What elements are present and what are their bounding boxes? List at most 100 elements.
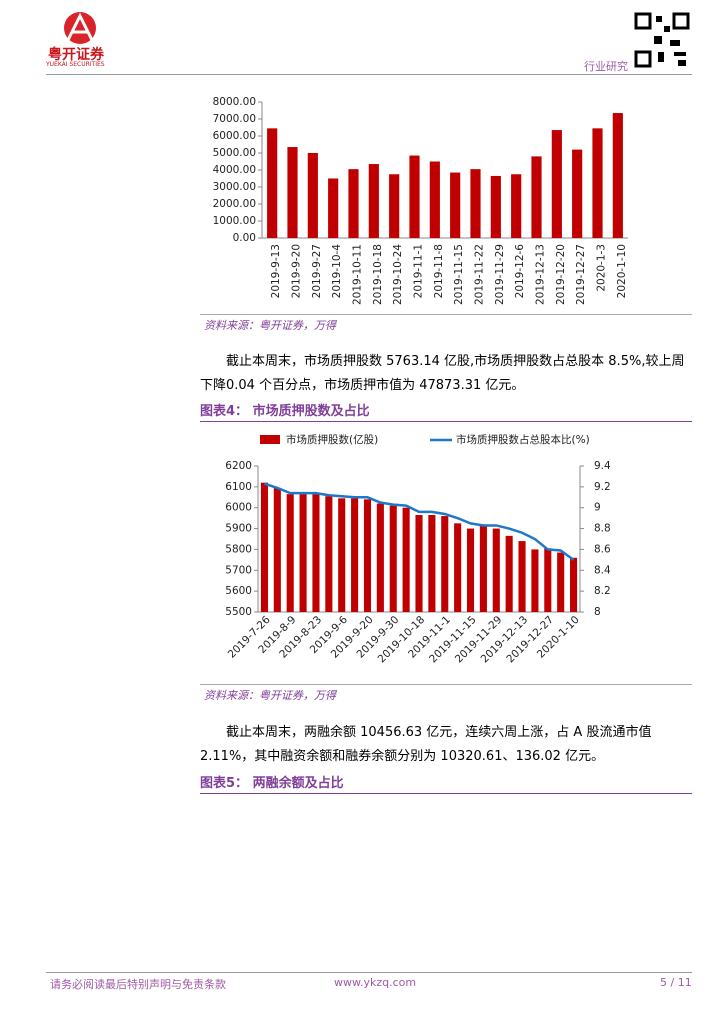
bar: [307, 153, 318, 238]
bar: [612, 113, 623, 238]
bar: [531, 549, 539, 612]
bar: [518, 541, 526, 612]
x-tick-label: 2019-10-11: [352, 244, 364, 305]
x-tick-label: 2020-1-3: [596, 244, 608, 292]
chart: 0.00 1000.00 2000.00 3000.00 4000.00 5000.00 6…: [213, 96, 628, 305]
bar: [570, 557, 578, 612]
qr-code: [634, 12, 690, 68]
bar: [351, 498, 359, 612]
y-tick-label: 5900: [225, 523, 252, 535]
x-tick-label: 2019-10-18: [372, 244, 384, 305]
bar: [551, 130, 562, 238]
bar: [490, 175, 501, 238]
bar: [328, 178, 339, 238]
bar: [299, 494, 307, 612]
chart: 5500 5600 5700 5800 5900 6000 6100 6200 8 8.2 8.4 8…: [225, 433, 611, 665]
bar: [325, 496, 333, 612]
rule: [200, 421, 692, 422]
footer-rule: [46, 972, 692, 973]
legend-label: 市场质押股数(亿股): [286, 433, 378, 446]
y-tick-label: 5500: [225, 606, 252, 618]
bar: [415, 515, 423, 612]
x-tick-label: 2020-1-10: [616, 244, 628, 298]
url: www.ykzq.com: [334, 976, 417, 989]
bar: [450, 172, 461, 238]
bar: [531, 156, 542, 238]
figure-title: 图表5： 两融余额及占比: [200, 776, 344, 791]
bar: [428, 515, 436, 612]
legend-label: 市场质押股数占总股本比(%): [456, 433, 590, 446]
x-tick-label: 2019-11-15: [453, 244, 465, 305]
y-tick-label: 5800: [225, 543, 252, 555]
y-tick-label: 6200: [225, 460, 252, 472]
x-tick-label: 2019-12-20: [555, 244, 567, 305]
paragraph: 截止本周末，市场质押股数 5763.14 亿股,市场质押股数占总股本 8.5%,…: [200, 354, 685, 393]
x-tick-label: 2019-12-27: [575, 244, 587, 305]
y-tick-label: 5000.00: [213, 147, 256, 159]
x-tick-label: 2019-9-13: [270, 244, 282, 298]
paragraph: 截止本周末，两融余额 10456.63 亿元，连续六周上涨，占 A 股流通市值 …: [200, 725, 652, 764]
y2-tick-label: 9.2: [594, 481, 611, 493]
bar: [544, 548, 552, 612]
y-tick-label: 7000.00: [213, 113, 256, 125]
bar: [454, 523, 462, 612]
x-tick-label: 2019-12-13: [535, 244, 547, 305]
bar: [572, 149, 583, 238]
bar: [492, 528, 500, 612]
y-tick-label: 6000.00: [213, 130, 256, 142]
source: 资料来源：粤开证券，万得: [204, 319, 336, 332]
x-tick-label: 2019-11-29: [494, 244, 506, 305]
bar: [511, 174, 522, 238]
bar: [287, 147, 298, 238]
y-tick-label: 0.00: [233, 232, 256, 244]
bar: [389, 174, 400, 238]
bar: [505, 535, 513, 612]
y-tick-label: 5600: [225, 585, 252, 597]
x-tick-label: 2019-11-22: [474, 244, 486, 305]
line: [264, 482, 575, 561]
bar: [470, 169, 481, 238]
y2-tick-label: 8.6: [594, 543, 611, 555]
bar: [348, 169, 359, 238]
page-number: 5 / 11: [660, 976, 692, 989]
y-tick-label: 3000.00: [213, 181, 256, 193]
y-tick-label: 4000.00: [213, 164, 256, 176]
y-tick-label: 5700: [225, 564, 252, 576]
bar: [466, 528, 475, 612]
disclaimer: 请务必阅读最后特别声明与免责条款: [50, 978, 226, 991]
x-tick-label: 2019-12-6: [514, 244, 526, 299]
source: 资料来源：粤开证券，万得: [204, 689, 336, 702]
y-tick-label: 6000: [225, 502, 252, 514]
y2-tick-label: 8: [594, 606, 601, 618]
x-tick-label: 2019-10-24: [392, 244, 404, 305]
bar: [267, 128, 278, 238]
legend-swatch: [260, 435, 280, 444]
y2-tick-label: 8.2: [594, 585, 611, 597]
bar: [402, 507, 410, 612]
bar: [363, 499, 372, 612]
logo-en: YUEKAI SECURITIES: [46, 61, 105, 68]
bar: [409, 155, 420, 238]
bar: [389, 505, 397, 612]
y2-tick-label: 8.4: [594, 564, 611, 576]
x-tick-label: 2019-9-27: [311, 244, 323, 298]
y2-tick-label: 9.4: [594, 460, 611, 472]
y-tick-label: 8000.00: [213, 96, 256, 108]
bar: [286, 494, 294, 612]
x-tick-label: 2019-10-4: [331, 244, 343, 299]
bar: [260, 482, 268, 612]
figure-title: 图表4： 市场质押股数及占比: [200, 404, 370, 419]
bar: [441, 516, 449, 612]
x-tick-label: 2019-11-8: [433, 244, 445, 298]
rule: [200, 793, 692, 794]
bar: [376, 503, 384, 612]
rule: [200, 684, 692, 685]
bar: [479, 524, 487, 612]
x-tick-label: 2019-9-20: [291, 244, 303, 298]
rule: [200, 314, 692, 315]
section-label: 行业研究: [584, 60, 628, 73]
y2-tick-label: 9: [594, 502, 601, 514]
bar: [273, 487, 281, 612]
logo-mark: [64, 12, 96, 44]
